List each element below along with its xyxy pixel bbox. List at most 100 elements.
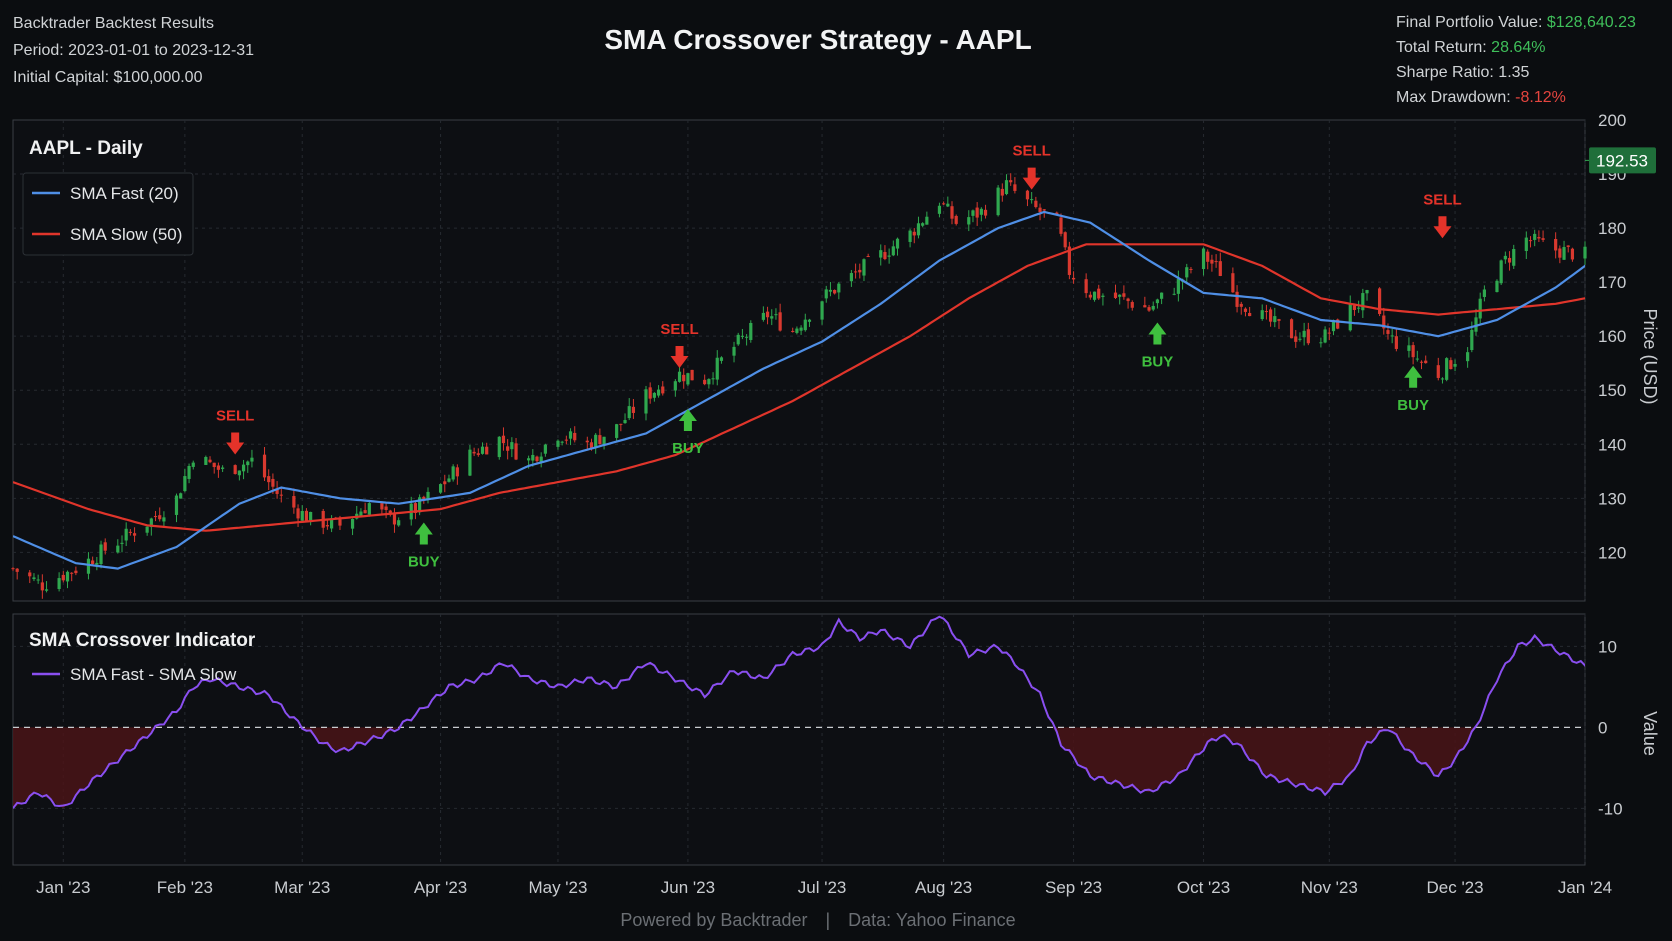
candle-body	[86, 558, 91, 574]
sell-signal: SELL	[1423, 191, 1462, 239]
candle-body	[858, 269, 862, 273]
candle-body	[1189, 268, 1193, 270]
candle-body	[363, 510, 367, 514]
candle-body	[455, 467, 459, 477]
candle-body	[866, 256, 870, 258]
candle-body	[204, 457, 208, 465]
candle-body	[233, 465, 237, 474]
candle-body	[619, 423, 623, 425]
price-tick-label: 130	[1598, 489, 1626, 508]
candle-body	[57, 578, 61, 589]
sma-slow-line	[13, 243, 1585, 532]
candle-body	[413, 503, 418, 513]
price-axis-label: Price (USD)	[1640, 308, 1660, 404]
candle-body	[862, 259, 866, 276]
candle-body	[1118, 294, 1122, 297]
candle-body	[91, 560, 95, 565]
candle-body	[648, 387, 652, 399]
candle-body	[568, 431, 573, 439]
candle-body	[1067, 246, 1071, 275]
candle-body	[187, 465, 191, 479]
candle-body	[447, 478, 451, 482]
candle-body	[250, 457, 254, 462]
indicator-line	[13, 615, 1585, 809]
legend-label: SMA Fast (20)	[70, 184, 179, 203]
candle-body	[329, 518, 334, 529]
x-tick-label: Jan '24	[1558, 878, 1612, 897]
candle-body	[162, 517, 166, 522]
capital-line: Initial Capital: $100,000.00	[13, 64, 254, 91]
candle-body	[1449, 360, 1453, 370]
candles	[11, 173, 1587, 599]
candle-body	[451, 466, 455, 480]
candle-body	[803, 319, 807, 331]
candle-body	[426, 491, 430, 499]
candle-body	[539, 456, 543, 463]
candle-body	[661, 386, 665, 394]
candle-body	[807, 319, 812, 322]
indicator-tick-label: 10	[1598, 637, 1617, 656]
candle-body	[1537, 237, 1541, 239]
candle-body	[736, 334, 740, 345]
sell-label: SELL	[1012, 143, 1050, 160]
footer: Powered by Backtrader | Data: Yahoo Financ…	[0, 910, 1636, 931]
candle-body	[942, 203, 946, 205]
candle-body	[275, 489, 279, 494]
candle-body	[1206, 251, 1210, 262]
candle-body	[103, 542, 107, 551]
candle-body	[1453, 363, 1457, 367]
candle-body	[1214, 261, 1218, 263]
candle-body	[296, 508, 300, 519]
candle-body	[510, 442, 514, 450]
candle-body	[556, 440, 560, 447]
candle-body	[1025, 190, 1030, 200]
candle-body	[388, 510, 392, 515]
candle-body	[719, 357, 724, 361]
candle-body	[1210, 259, 1214, 264]
sell-signal: SELL	[660, 321, 699, 369]
candle-body	[216, 465, 221, 470]
candle-body	[1445, 358, 1449, 380]
candle-body	[120, 542, 124, 544]
buy-label: BUY	[1142, 354, 1174, 371]
sell-arrow-icon	[226, 432, 245, 455]
sharpe-value: 1.35	[1498, 64, 1530, 81]
price-tick-label: 120	[1598, 543, 1626, 562]
candle-body	[485, 446, 489, 455]
candle-body	[1038, 207, 1042, 213]
candle-body	[99, 544, 103, 565]
candle-body	[690, 369, 694, 381]
indicator-axis-label: Value	[1640, 711, 1660, 756]
candle-body	[677, 371, 682, 382]
candle-body	[1239, 303, 1243, 307]
candle-body	[1235, 291, 1239, 307]
candle-body	[1533, 233, 1537, 240]
candle-body	[1294, 336, 1298, 342]
buy-label: BUY	[672, 440, 704, 457]
candle-body	[560, 441, 564, 443]
candle-body	[70, 572, 74, 574]
candle-body	[1273, 316, 1277, 323]
candle-body	[153, 516, 158, 518]
app-name: Backtrader Backtest Results	[13, 15, 214, 32]
candle-body	[1583, 246, 1587, 259]
candle-body	[1394, 336, 1398, 349]
candle-body	[925, 216, 929, 225]
candle-body	[1248, 312, 1252, 317]
candle-body	[476, 453, 480, 455]
period-label: Period:	[13, 42, 64, 59]
candle-body	[1185, 267, 1189, 278]
candle-body	[1264, 311, 1269, 313]
candle-body	[1126, 298, 1130, 302]
candle-body	[1143, 305, 1147, 308]
candle-body	[1260, 310, 1264, 319]
candle-body	[673, 381, 677, 391]
candle-body	[36, 579, 40, 581]
candle-body	[535, 456, 539, 462]
candle-body	[1407, 345, 1411, 351]
candle-body	[1512, 249, 1516, 266]
capital-label: Initial Capital:	[13, 69, 110, 86]
candle-body	[128, 531, 132, 533]
candle-body	[1113, 292, 1118, 298]
x-tick-label: Apr '23	[414, 878, 467, 897]
